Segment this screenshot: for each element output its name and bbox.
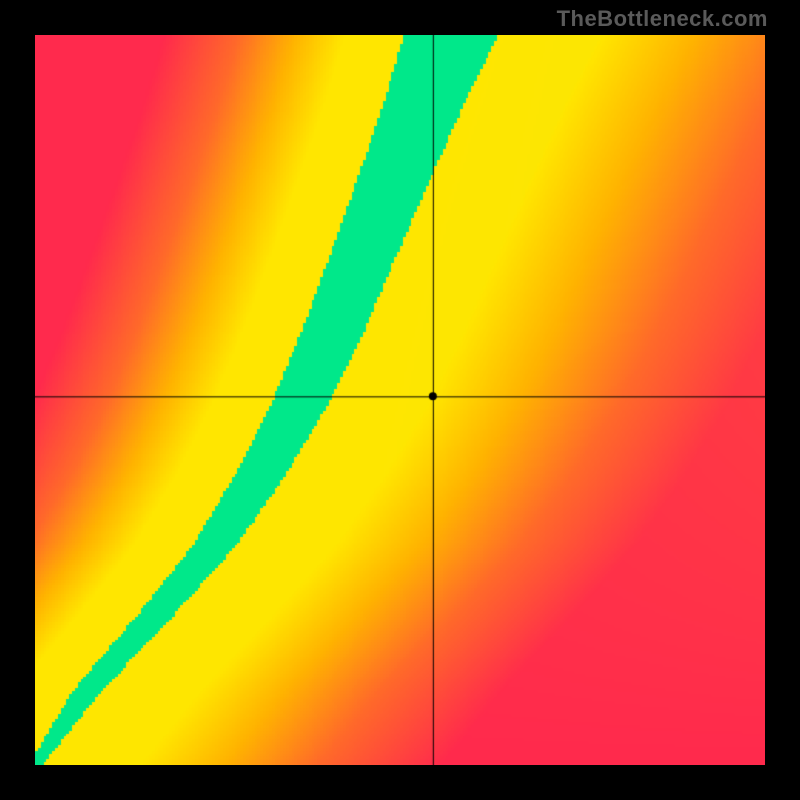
watermark-text: TheBottleneck.com — [557, 6, 768, 32]
plot-area — [35, 35, 765, 765]
heatmap-canvas — [35, 35, 765, 765]
chart-container: TheBottleneck.com — [0, 0, 800, 800]
